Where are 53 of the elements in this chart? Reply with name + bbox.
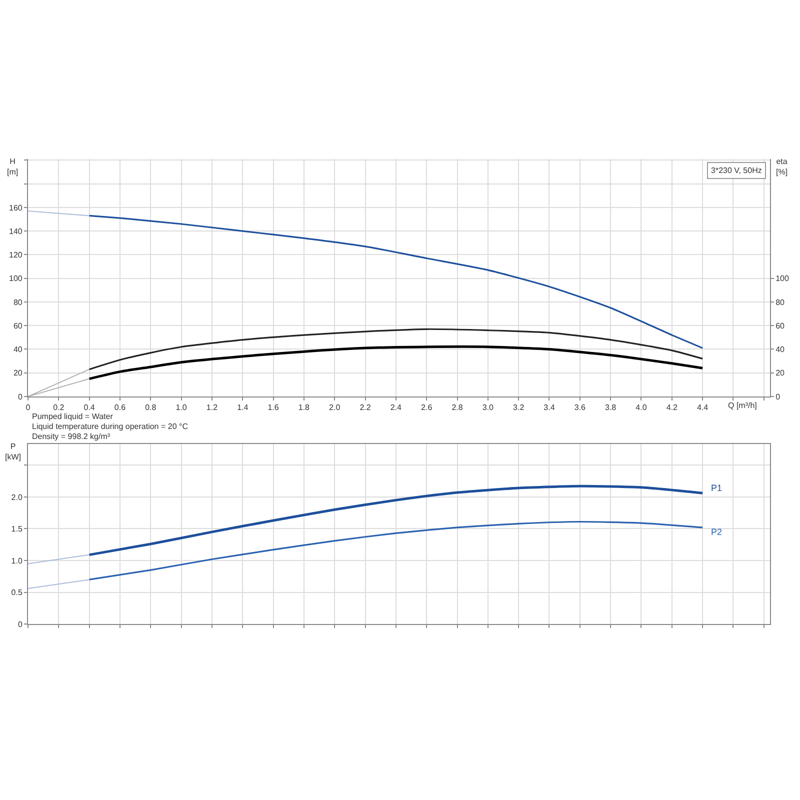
x-tick-label: 2.0: [329, 403, 341, 412]
y-tick-label: 40: [13, 345, 23, 354]
x-tick-label: 0.4: [84, 403, 96, 412]
x-tick-label: 0.2: [53, 403, 65, 412]
x-tick-label: 3.6: [574, 403, 586, 412]
y2-tick-label: 40: [776, 345, 786, 354]
x-tick-label: 0.6: [114, 403, 126, 412]
y-tick-label: 80: [13, 298, 23, 307]
x-tick-label: 3.0: [482, 403, 494, 412]
y-tick-label: 100: [9, 274, 23, 284]
y2-tick-label: 80: [776, 298, 786, 307]
y2-axis-title: eta [%]: [776, 157, 788, 176]
y-axis-title: P [kW]: [5, 442, 21, 462]
x-tick-label: 1.0: [176, 403, 188, 412]
x-tick-label: 0.8: [145, 403, 157, 412]
y2-tick-label: 60: [776, 321, 786, 330]
x-tick-label: 2.8: [452, 403, 464, 412]
y-tick-label: 1.5: [11, 524, 23, 534]
y2-tick-label: 20: [776, 368, 786, 378]
y-tick-label: 2.0: [11, 492, 23, 502]
x-tick-label: 2.4: [390, 403, 402, 412]
text: Liquid temperature during operation = 20 °C: [32, 422, 188, 431]
text: Pumped liquid = Water: [32, 412, 114, 421]
x-tick-label: 1.8: [298, 403, 310, 412]
x-tick-label: 4.4: [696, 403, 709, 412]
x-tick-label: 4.0: [636, 403, 648, 412]
x-tick-label: 1.2: [206, 403, 218, 412]
y2-tick-label: 100: [776, 274, 790, 284]
y2-tick-label: 0: [776, 392, 781, 402]
y-tick-label: 120: [9, 250, 23, 260]
x-tick-label: 4.2: [666, 403, 678, 412]
y-axis-title: H [m]: [7, 157, 18, 176]
x-axis-title: Q [m³/h]: [728, 401, 757, 410]
annotation: 3*230 V, 50Hz: [711, 166, 762, 175]
y-tick-label: 0.5: [11, 588, 23, 598]
x-tick-label: 3.2: [513, 403, 525, 412]
y-tick-label: 0: [18, 392, 23, 402]
x-tick-label: 2.2: [360, 403, 372, 412]
x-tick-label: 2.6: [421, 403, 433, 412]
series-label: P2: [711, 527, 722, 537]
y-tick-label: 1.0: [11, 556, 23, 566]
y-tick-label: 140: [9, 226, 23, 236]
x-tick-label: 3.8: [604, 403, 617, 412]
y-tick-label: 60: [13, 321, 23, 330]
x-tick-label: 3.4: [544, 403, 556, 412]
series-label: P1: [711, 483, 722, 493]
x-tick-label: 1.6: [268, 403, 280, 412]
y-tick-label: 160: [9, 203, 23, 212]
y-tick-label: 20: [13, 368, 23, 378]
x-tick-label: 1.4: [237, 403, 249, 412]
y-tick-label: 0: [18, 620, 23, 629]
x-tick-label: 0: [26, 403, 31, 412]
text: Density = 998.2 kg/m³: [32, 432, 110, 441]
